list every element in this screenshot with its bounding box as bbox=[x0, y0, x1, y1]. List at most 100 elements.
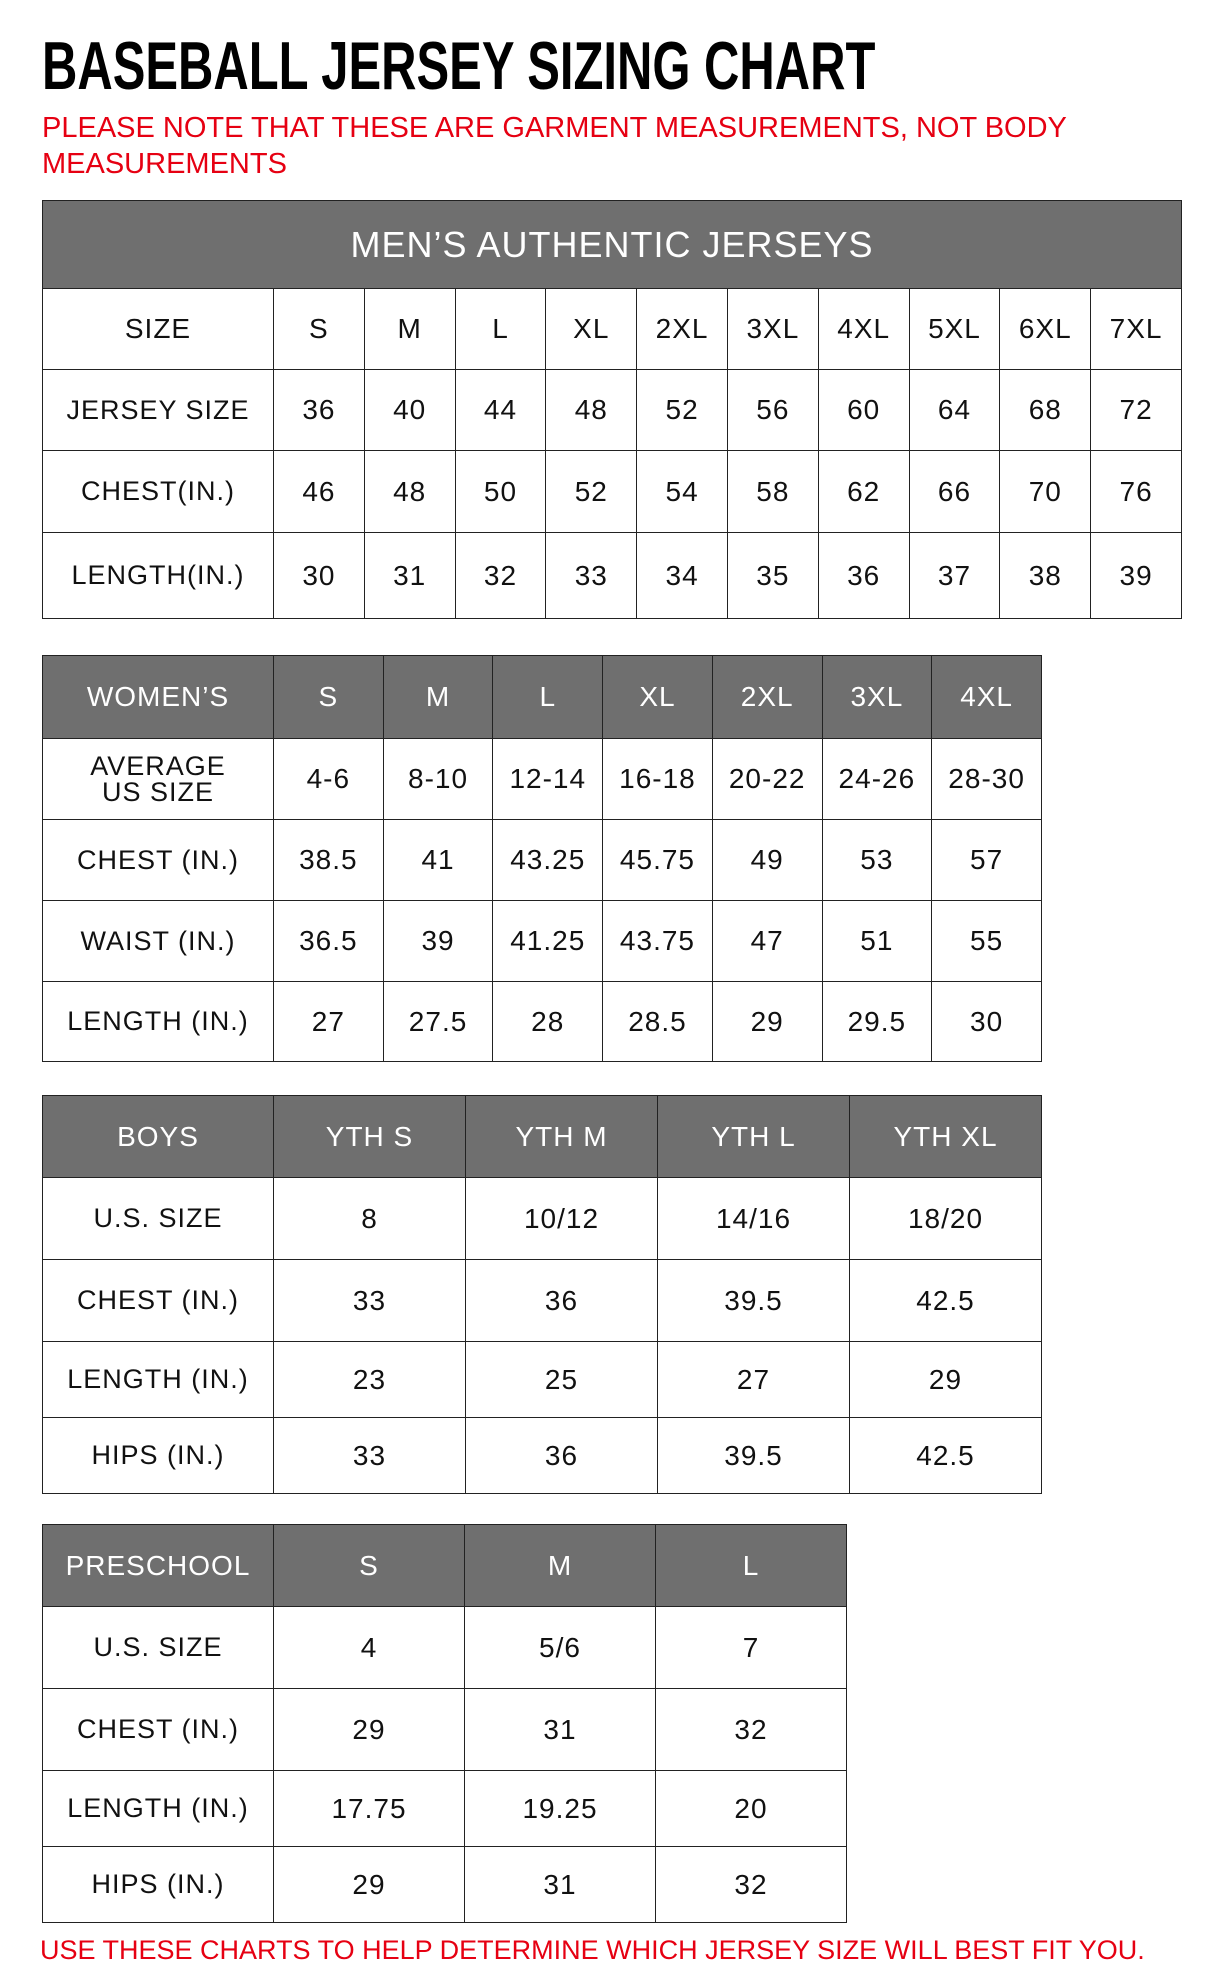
row-label-cell: U.S. SIZE bbox=[42, 1606, 274, 1689]
row-label-cell: WAIST (IN.) bbox=[42, 900, 274, 982]
value-cell: 54 bbox=[636, 450, 728, 533]
value-cell: 25 bbox=[465, 1341, 658, 1418]
boys-size-table: BOYS YTH S YTH M YTH L YTH XL U.S. SIZE 8 10/12… bbox=[42, 1095, 1042, 1494]
row-label-cell: LENGTH(IN.) bbox=[42, 532, 274, 619]
value-cell: 20 bbox=[655, 1770, 847, 1847]
size-header-cell: 6XL bbox=[999, 288, 1092, 370]
header-label-cell: WOMEN’S bbox=[42, 655, 274, 739]
header-label-cell: BOYS bbox=[42, 1095, 274, 1178]
row-label-cell: CHEST (IN.) bbox=[42, 1259, 274, 1342]
table-row: U.S. SIZE 8 10/12 14/16 18/20 bbox=[42, 1177, 1042, 1260]
value-cell: 76 bbox=[1090, 450, 1182, 533]
value-cell: 32 bbox=[655, 1688, 847, 1771]
value-cell: 72 bbox=[1090, 369, 1182, 451]
womens-size-table: WOMEN’S S M L XL 2XL 3XL 4XL AVERAGE US SIZE 4-6 8… bbox=[42, 655, 1042, 1062]
value-cell: 46 bbox=[273, 450, 365, 533]
row-label-cell: HIPS (IN.) bbox=[42, 1417, 274, 1494]
value-cell: 33 bbox=[273, 1417, 466, 1494]
value-cell: 28 bbox=[492, 981, 604, 1062]
mens-size-table: MEN’S AUTHENTIC JERSEYS SIZE S M L XL 2XL 3XL 4X… bbox=[42, 200, 1182, 619]
value-cell: 30 bbox=[273, 532, 365, 619]
header-label-cell: PRESCHOOL bbox=[42, 1524, 274, 1607]
size-header-cell: 2XL bbox=[711, 655, 823, 739]
value-cell: 29 bbox=[711, 981, 823, 1062]
garment-measurement-note: PLEASE NOTE THAT THESE ARE GARMENT MEASU… bbox=[42, 112, 1067, 180]
value-cell: 57 bbox=[931, 819, 1042, 901]
row-label-cell: CHEST (IN.) bbox=[42, 819, 274, 901]
value-cell: 41.25 bbox=[492, 900, 604, 982]
size-header-cell: 2XL bbox=[636, 288, 728, 370]
value-cell: 45.75 bbox=[602, 819, 713, 901]
value-cell: 19.25 bbox=[464, 1770, 656, 1847]
size-header-cell: 4XL bbox=[817, 288, 910, 370]
value-cell: 27.5 bbox=[382, 981, 494, 1062]
value-cell: 33 bbox=[545, 532, 638, 619]
value-cell: 36 bbox=[465, 1259, 658, 1342]
value-cell: 43.25 bbox=[492, 819, 604, 901]
value-cell: 30 bbox=[931, 981, 1042, 1062]
preschool-size-table: PRESCHOOL S M L U.S. SIZE 4 5/6 7 CHEST (IN.) 29 3… bbox=[42, 1524, 847, 1923]
value-cell: 38 bbox=[999, 532, 1092, 619]
value-cell: 20-22 bbox=[711, 738, 823, 820]
header-label-cell: SIZE bbox=[42, 288, 274, 370]
value-cell: 53 bbox=[821, 819, 933, 901]
header-row: PRESCHOOL S M L bbox=[42, 1524, 847, 1607]
table-row: CHEST(IN.) 46 48 50 52 54 58 62 66 70 76 bbox=[42, 450, 1182, 533]
size-header-cell: YTH S bbox=[273, 1095, 466, 1178]
value-cell: 44 bbox=[454, 369, 547, 451]
table-row: HIPS (IN.) 33 36 39.5 42.5 bbox=[42, 1417, 1042, 1494]
value-cell: 60 bbox=[817, 369, 910, 451]
size-header-cell: YTH XL bbox=[849, 1095, 1042, 1178]
table-row: CHEST (IN.) 33 36 39.5 42.5 bbox=[42, 1259, 1042, 1342]
value-cell: 36.5 bbox=[273, 900, 384, 982]
value-cell: 38.5 bbox=[273, 819, 384, 901]
value-cell: 33 bbox=[273, 1259, 466, 1342]
size-header-cell: XL bbox=[545, 288, 638, 370]
value-cell: 41 bbox=[382, 819, 494, 901]
value-cell: 43.75 bbox=[602, 900, 713, 982]
value-cell: 14/16 bbox=[657, 1177, 850, 1260]
value-cell: 36 bbox=[273, 369, 365, 451]
size-header-cell: 7XL bbox=[1090, 288, 1182, 370]
value-cell: 27 bbox=[657, 1341, 850, 1418]
table-row: LENGTH (IN.) 23 25 27 29 bbox=[42, 1341, 1042, 1418]
value-cell: 31 bbox=[464, 1846, 656, 1923]
value-cell: 62 bbox=[817, 450, 910, 533]
value-cell: 32 bbox=[655, 1846, 847, 1923]
value-cell: 29.5 bbox=[821, 981, 933, 1062]
header-row: BOYS YTH S YTH M YTH L YTH XL bbox=[42, 1095, 1042, 1178]
value-cell: 58 bbox=[726, 450, 819, 533]
value-cell: 39.5 bbox=[657, 1417, 850, 1494]
table-row: LENGTH(IN.) 30 31 32 33 34 35 36 37 38 39 bbox=[42, 532, 1182, 619]
value-cell: 4 bbox=[273, 1606, 465, 1689]
size-header-cell: 3XL bbox=[821, 655, 933, 739]
value-cell: 12-14 bbox=[492, 738, 604, 820]
row-label-cell: LENGTH (IN.) bbox=[42, 981, 274, 1062]
value-cell: 35 bbox=[726, 532, 819, 619]
table-row: JERSEY SIZE 36 40 44 48 52 56 60 64 68 72 bbox=[42, 369, 1182, 451]
value-cell: 64 bbox=[908, 369, 1001, 451]
value-cell: 28-30 bbox=[931, 738, 1042, 820]
row-label-cell: U.S. SIZE bbox=[42, 1177, 274, 1260]
value-cell: 37 bbox=[908, 532, 1001, 619]
value-cell: 39 bbox=[1090, 532, 1182, 619]
value-cell: 7 bbox=[655, 1606, 847, 1689]
value-cell: 70 bbox=[999, 450, 1092, 533]
value-cell: 10/12 bbox=[465, 1177, 658, 1260]
table-row: CHEST (IN.) 29 31 32 bbox=[42, 1688, 847, 1771]
size-header-cell: M bbox=[363, 288, 456, 370]
size-header-cell: 4XL bbox=[931, 655, 1042, 739]
table-row: CHEST (IN.) 38.5 41 43.25 45.75 49 53 57 bbox=[42, 819, 1042, 901]
row-label-cell: LENGTH (IN.) bbox=[42, 1770, 274, 1847]
value-cell: 68 bbox=[999, 369, 1092, 451]
value-cell: 42.5 bbox=[849, 1417, 1042, 1494]
value-cell: 51 bbox=[821, 900, 933, 982]
value-cell: 40 bbox=[363, 369, 456, 451]
value-cell: 4-6 bbox=[273, 738, 384, 820]
row-label-cell: HIPS (IN.) bbox=[42, 1846, 274, 1923]
value-cell: 27 bbox=[273, 981, 384, 1062]
value-cell: 8 bbox=[273, 1177, 466, 1260]
table-banner: MEN’S AUTHENTIC JERSEYS bbox=[42, 200, 1182, 289]
size-header-cell: S bbox=[273, 288, 365, 370]
value-cell: 52 bbox=[636, 369, 728, 451]
